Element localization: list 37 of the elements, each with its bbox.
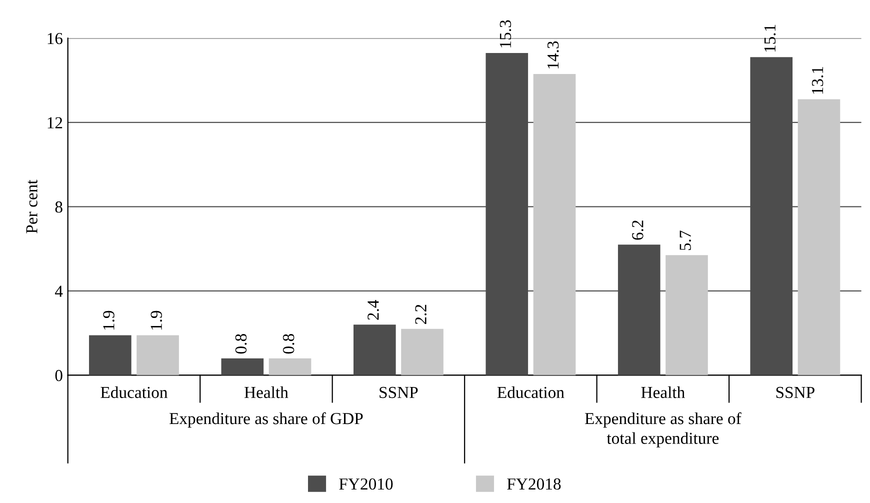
text: Expenditure as share of GDP — [170, 412, 363, 428]
bar — [89, 335, 132, 376]
data-label: 14.3 — [547, 41, 559, 68]
y-tick-label: 4 — [54, 286, 63, 297]
bar — [798, 99, 840, 376]
data-label: 2.2 — [415, 304, 427, 324]
data-label: 0.8 — [235, 334, 247, 354]
y-tick-label: 12 — [48, 117, 62, 128]
bar — [666, 255, 708, 376]
y-axis-title: Per cent — [26, 180, 38, 234]
data-label: 15.3 — [500, 20, 512, 48]
bar — [401, 328, 444, 376]
data-label: 15.1 — [764, 24, 776, 52]
bar — [221, 358, 264, 376]
x-tick-label: Health — [641, 386, 685, 398]
data-label: 0.8 — [282, 334, 294, 354]
x-tick-label: SSNP — [380, 386, 418, 398]
data-label: 5.7 — [680, 230, 691, 250]
x-tick-label: Health — [244, 386, 288, 398]
x-tick-label: Education — [497, 386, 564, 398]
data-label: 2.4 — [368, 300, 379, 320]
y-tick-label: 16 — [48, 32, 62, 44]
data-label: 6.2 — [632, 220, 644, 240]
data-label: 1.9 — [103, 310, 114, 330]
bar — [268, 358, 312, 376]
x-tick-label: Education — [100, 386, 168, 398]
y-tick-label: 0 — [55, 370, 62, 382]
legend-label: FY2018 — [507, 478, 561, 490]
text: Expenditure as share of total expenditure — [584, 412, 742, 448]
legend-label: FY2010 — [339, 478, 393, 490]
y-tick-label: 8 — [55, 201, 62, 213]
bar — [533, 74, 576, 376]
data-label: 1.9 — [150, 310, 162, 330]
bar — [354, 324, 396, 376]
bar — [136, 335, 179, 376]
data-label: 13.1 — [812, 66, 824, 94]
x-tick-label: SSNP — [776, 386, 814, 398]
